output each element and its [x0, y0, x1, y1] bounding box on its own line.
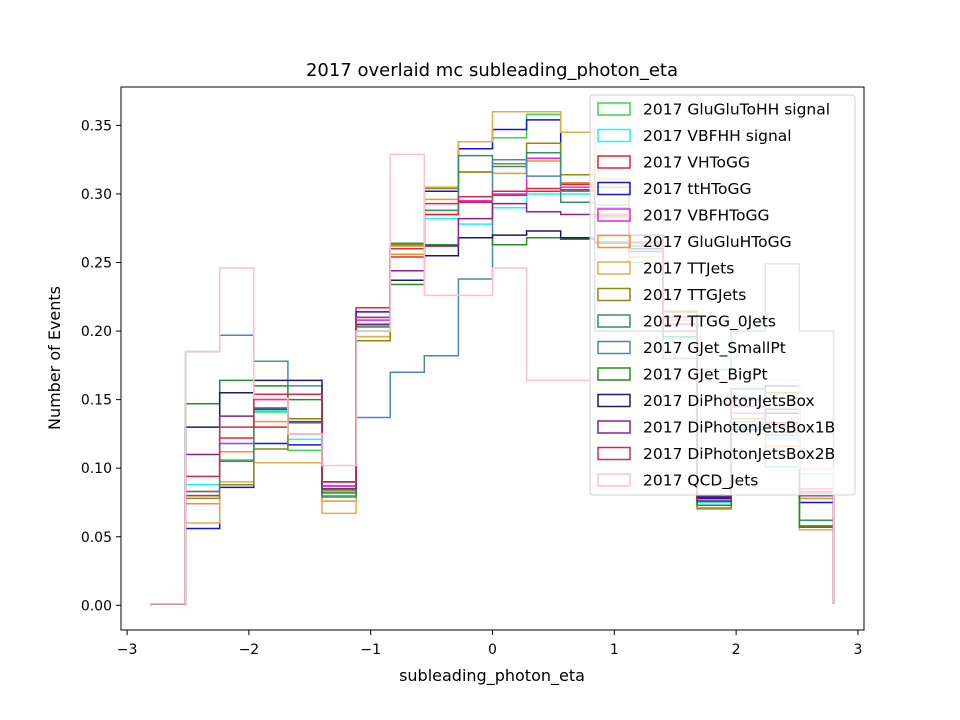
plot-frame	[120, 86, 865, 631]
y-tick-label: 0.00	[81, 598, 112, 614]
x-axis-ticks: −3 −2 −1 0 1 2 3	[117, 630, 862, 658]
y-tick-label: 0.35	[81, 118, 112, 134]
legend-label: 2017 DiPhotonJetsBox	[643, 392, 815, 410]
y-tick-label: 0.25	[81, 256, 112, 272]
chart-title: 2017 overlaid mc subleading_photon_eta	[306, 60, 678, 81]
legend-box	[589, 94, 856, 496]
legend-swatch	[597, 473, 631, 487]
legend-label: 2017 ttHToGG	[643, 180, 752, 198]
y-tick-label: 0.10	[81, 461, 112, 477]
x-tick-label: 1	[610, 642, 619, 658]
y-tick-label: 0.15	[81, 393, 112, 409]
legend-label: 2017 TTGJets	[643, 286, 746, 304]
x-tick-label: −1	[360, 642, 381, 658]
y-tick-label: 0.30	[81, 187, 112, 203]
legend-swatch	[597, 128, 631, 143]
legend-swatch	[597, 446, 631, 461]
legend-swatch	[597, 181, 631, 196]
legend-label: 2017 GluGluToHH signal	[643, 101, 830, 119]
legend-swatch	[597, 234, 631, 249]
legend-label: 2017 GJet_BigPt	[643, 366, 768, 385]
x-tick-label: 0	[488, 642, 497, 658]
legend-label: 2017 QCD_Jets	[643, 472, 758, 491]
legend-swatch	[597, 420, 631, 434]
x-tick-label: 2	[732, 642, 741, 658]
legend-label: 2017 VHToGG	[643, 154, 750, 172]
legend-swatch	[597, 261, 631, 275]
x-axis-label: subleading_photon_eta	[399, 666, 585, 686]
legend-swatch	[597, 367, 631, 381]
legend-swatch	[597, 208, 631, 222]
legend-label: 2017 GJet_SmallPt	[643, 339, 786, 358]
legend-swatch	[597, 314, 631, 328]
legend-label: 2017 VBFHH signal	[643, 127, 792, 145]
y-axis-label: Number of Events	[45, 286, 64, 430]
x-tick-label: −2	[239, 642, 260, 658]
legend-swatch	[597, 155, 631, 169]
legend-swatch	[597, 393, 631, 408]
legend-swatch	[597, 340, 631, 355]
y-axis-ticks: 0.00 0.05 0.10 0.15 0.20 0.25 0.30 0.35	[81, 118, 121, 614]
legend-swatch	[597, 102, 631, 116]
legend-swatch	[597, 287, 631, 302]
x-tick-label: 3	[853, 642, 862, 658]
y-tick-label: 0.05	[81, 530, 112, 546]
legend: 2017 GluGluToHH signal 2017 VBFHH signal 2…	[589, 94, 856, 496]
legend-label: 2017 DiPhotonJetsBox1B	[643, 419, 835, 437]
legend-label: 2017 TTGG_0Jets	[643, 313, 776, 332]
legend-label: 2017 DiPhotonJetsBox2B	[643, 445, 835, 463]
legend-label: 2017 TTJets	[643, 260, 734, 278]
legend-label: 2017 GluGluHToGG	[643, 233, 792, 251]
x-tick-label: −3	[117, 642, 138, 658]
y-tick-label: 0.20	[81, 324, 112, 340]
legend-label: 2017 VBFHToGG	[643, 207, 770, 225]
